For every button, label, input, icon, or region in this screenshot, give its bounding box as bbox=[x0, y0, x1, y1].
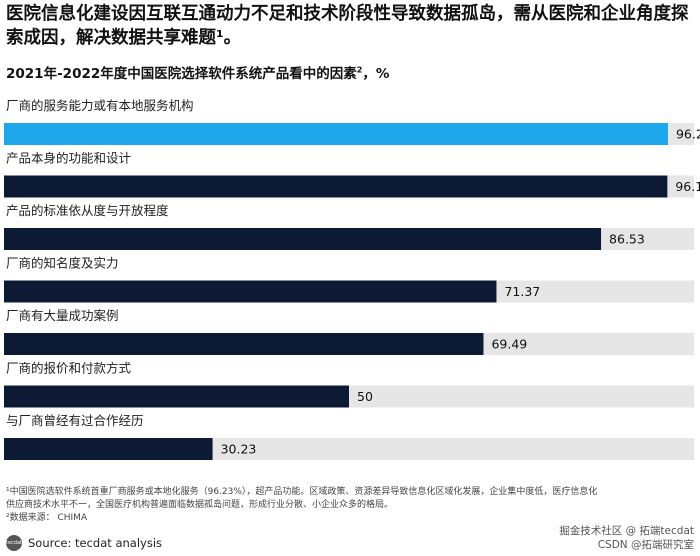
value-label: 96.23 bbox=[676, 127, 700, 142]
category-label: 产品的标准依从度与开放程度 bbox=[6, 203, 169, 218]
value-label: 30.23 bbox=[221, 442, 257, 457]
footnote-line-1: ¹中国医院选软件系统首重厂商服务或本地化服务（96.23%），超产品功能。区域政… bbox=[6, 487, 598, 497]
value-label: 71.37 bbox=[504, 284, 540, 299]
chart-subtitle: 2021年-2022年度中国医院选择软件系统产品看中的因素2，% bbox=[6, 62, 390, 83]
category-label: 产品本身的功能和设计 bbox=[6, 151, 131, 166]
subtitle-unit: ，% bbox=[362, 66, 390, 82]
source: tecdat Source: tecdat analysis bbox=[6, 535, 162, 551]
value-label: 96.14 bbox=[675, 179, 700, 194]
subtitle-footnote-mark: 2 bbox=[356, 65, 363, 75]
value-label: 86.53 bbox=[609, 232, 645, 247]
tecdat-logo-icon: tecdat bbox=[6, 535, 22, 551]
category-label: 厂商的服务能力或有本地服务机构 bbox=[6, 98, 194, 113]
category-label: 与厂商曾经有过合作经历 bbox=[6, 413, 144, 428]
footnote-line-3: ²数据来源： CHIMA bbox=[6, 513, 88, 523]
bar-chart: 厂商的服务能力或有本地服务机构 96.23 产品本身的功能和设计 96.14 产品的标准… bbox=[4, 98, 700, 460]
bar bbox=[4, 228, 602, 250]
value-label: 50 bbox=[357, 389, 373, 404]
footnote: ¹中国医院选软件系统首重厂商服务或本地化服务（96.23%），超产品功能。区域政… bbox=[6, 486, 694, 525]
bar bbox=[4, 123, 668, 145]
bar bbox=[4, 333, 484, 355]
category-label: 厂商的报价和付款方式 bbox=[6, 361, 132, 376]
source-text: Source: tecdat analysis bbox=[28, 536, 163, 550]
bar bbox=[4, 438, 213, 460]
category-label: 厂商有大量成功案例 bbox=[6, 308, 119, 323]
bar bbox=[4, 385, 349, 408]
watermark: 掘金技术社区 @ 拓端tecdat CSDN @拓端研究室 bbox=[559, 524, 694, 552]
bar bbox=[4, 280, 497, 303]
watermark-line-2: CSDN @拓端研究室 bbox=[597, 539, 694, 551]
subtitle-text: 2021年-2022年度中国医院选择软件系统产品看中的因素 bbox=[6, 66, 357, 82]
watermark-line-1: 掘金技术社区 @ 拓端tecdat bbox=[559, 525, 694, 537]
headline: 医院信息化建设因互联互通动力不足和技术阶段性导致数据孤岛，需从医院和企业角度探索… bbox=[6, 4, 689, 48]
bar bbox=[4, 175, 668, 198]
footnote-line-2: 供应商技术水平不一，全国医疗机构普遍面临数据孤岛问题，形成行业分散、小企业众多的… bbox=[6, 500, 394, 510]
value-label: 69.49 bbox=[491, 337, 527, 352]
category-label: 厂商的知名度及实力 bbox=[6, 256, 119, 271]
